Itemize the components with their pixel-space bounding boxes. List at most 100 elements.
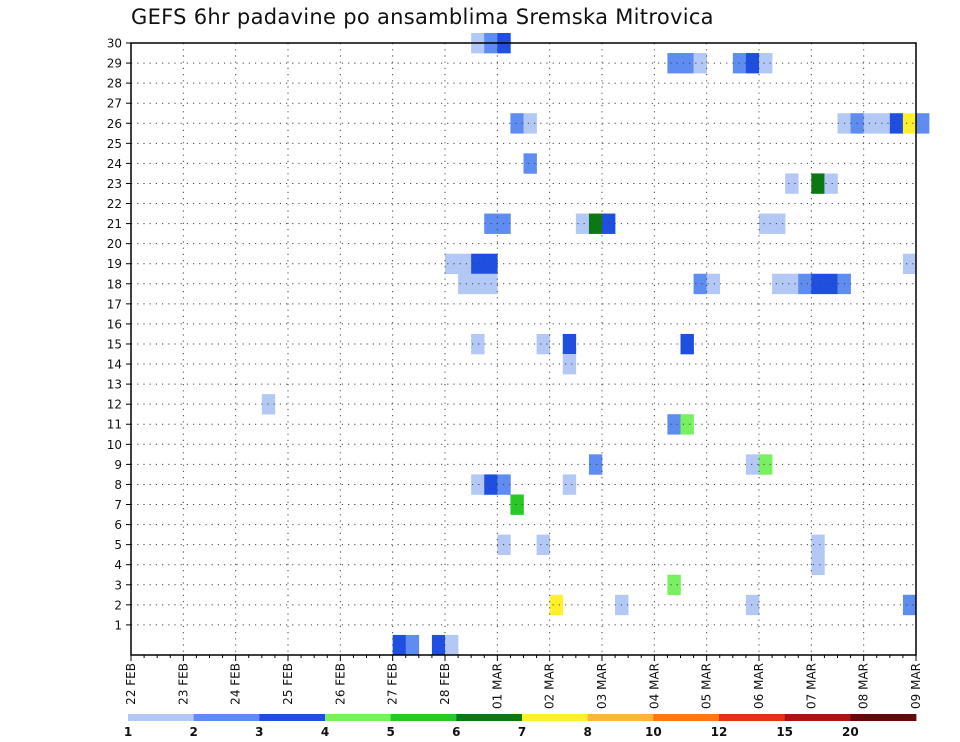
heatmap-cell [889,113,904,134]
colorbar-label: 7 [518,725,526,739]
heatmap-cell [523,113,537,134]
y-tick-label: 2 [114,598,122,612]
colorbar-label: 2 [189,725,197,739]
heatmap-cell [471,273,485,295]
x-tick-label: 27 FEB [386,663,400,705]
y-tick-label: 20 [107,237,122,251]
colorbar: 1 2 3 4 5 6 7 8 10 12 15 20 [124,714,917,739]
y-tick-label: 1 [114,618,122,632]
colorbar-swatch [128,714,195,721]
heatmap-cell [824,173,838,194]
y-tick-label: 28 [107,77,122,91]
heatmap-cell [785,173,799,194]
x-tick-label: 05 MAR [700,663,714,709]
heatmap-cell [431,634,446,656]
y-tick-label: 9 [114,458,122,472]
y-tick-label: 15 [107,337,122,351]
heatmap-cell [680,414,694,435]
colorbar-label: 5 [386,725,394,739]
heatmap-cell [680,53,694,74]
heatmap-cell [902,594,917,616]
heatmap-cell [510,113,524,134]
y-tick-label: 24 [107,157,122,171]
heatmap-cell [523,153,537,174]
colorbar-label: 12 [711,725,728,739]
heatmap-cells [261,32,930,656]
heatmap-cell [759,454,773,475]
heatmap-cell [745,594,760,616]
heatmap-cell [811,534,825,555]
chart-title: GEFS 6hr padavine po ansamblima Sremska … [131,5,714,29]
plot-frame [130,42,917,656]
colorbar-label: 3 [255,725,263,739]
heatmap-cell [667,574,681,596]
y-tick-label: 3 [114,578,122,592]
y-tick-label: 5 [114,538,122,552]
x-tick-label: 28 FEB [438,663,452,705]
heatmap-cell [706,273,721,295]
heatmap-cell [759,53,773,74]
y-tick-label: 30 [107,37,122,51]
heatmap-cell [445,253,459,275]
y-tick-label: 21 [107,217,122,231]
y-tick-label: 17 [107,297,122,311]
x-tick-label: 25 FEB [281,663,295,705]
x-tick-label: 06 MAR [752,663,766,709]
y-tick-label: 29 [107,57,122,71]
y-tick-label: 25 [107,137,122,151]
x-tick-label: 01 MAR [490,663,504,709]
heatmap-cell [811,273,825,295]
heatmap-cell [693,53,707,74]
x-tick-label: 26 FEB [333,663,347,705]
y-tick-label: 11 [107,418,122,432]
heatmap-cell [745,53,760,74]
colorbar-swatch [850,714,917,721]
heatmap-cell [471,474,485,495]
heatmap-cell [798,273,812,295]
y-tick-label: 16 [107,317,122,331]
colorbar-label: 10 [645,725,662,739]
heatmap-cell [392,634,407,656]
colorbar-label: 15 [776,725,793,739]
y-tick-label: 22 [107,197,122,211]
y-tick-label: 23 [107,177,122,191]
heatmap-cell [536,333,550,355]
colorbar-label: 6 [452,725,460,739]
x-axis: 22 FEB 23 FEB 24 FEB 25 FEB 26 FEB 27 FEB 28 F… [124,655,923,709]
y-axis: 1234567891011121314151617181920212223242… [107,37,131,632]
heatmap-cell [902,253,917,275]
y-tick-label: 27 [107,97,122,111]
x-tick-label: 02 MAR [543,663,557,709]
colorbar-swatch [456,714,523,721]
y-tick-label: 8 [114,478,122,492]
y-tick-label: 19 [107,257,122,271]
heatmap-cell [745,454,760,475]
colorbar-swatch [193,714,260,721]
y-tick-label: 10 [107,438,122,452]
y-tick-label: 12 [107,398,122,412]
heatmap-cell [458,273,472,295]
heatmap-cell [772,273,786,295]
heatmap-cell [562,354,577,375]
colorbar-label: 20 [842,725,859,739]
x-tick-label: 04 MAR [647,663,661,709]
colorbar-label: 8 [583,725,591,739]
heatmap-cell [785,273,799,295]
x-tick-label: 23 FEB [176,663,190,705]
heatmap-cell [445,634,459,656]
heatmap-cell [549,594,564,616]
colorbar-label: 4 [321,725,329,739]
heatmap-cell [471,333,485,355]
heatmap-cell [811,554,825,576]
heatmap-cell [902,113,917,134]
heatmap-cell [536,534,550,555]
y-tick-label: 4 [114,558,122,572]
heatmap-cell [680,333,694,355]
x-tick-label: 22 FEB [124,663,138,705]
y-tick-label: 13 [107,378,122,392]
heatmap-cell [458,253,472,275]
y-tick-label: 6 [114,518,122,532]
heatmap-cell [562,333,577,355]
heatmap-cell [562,474,577,495]
